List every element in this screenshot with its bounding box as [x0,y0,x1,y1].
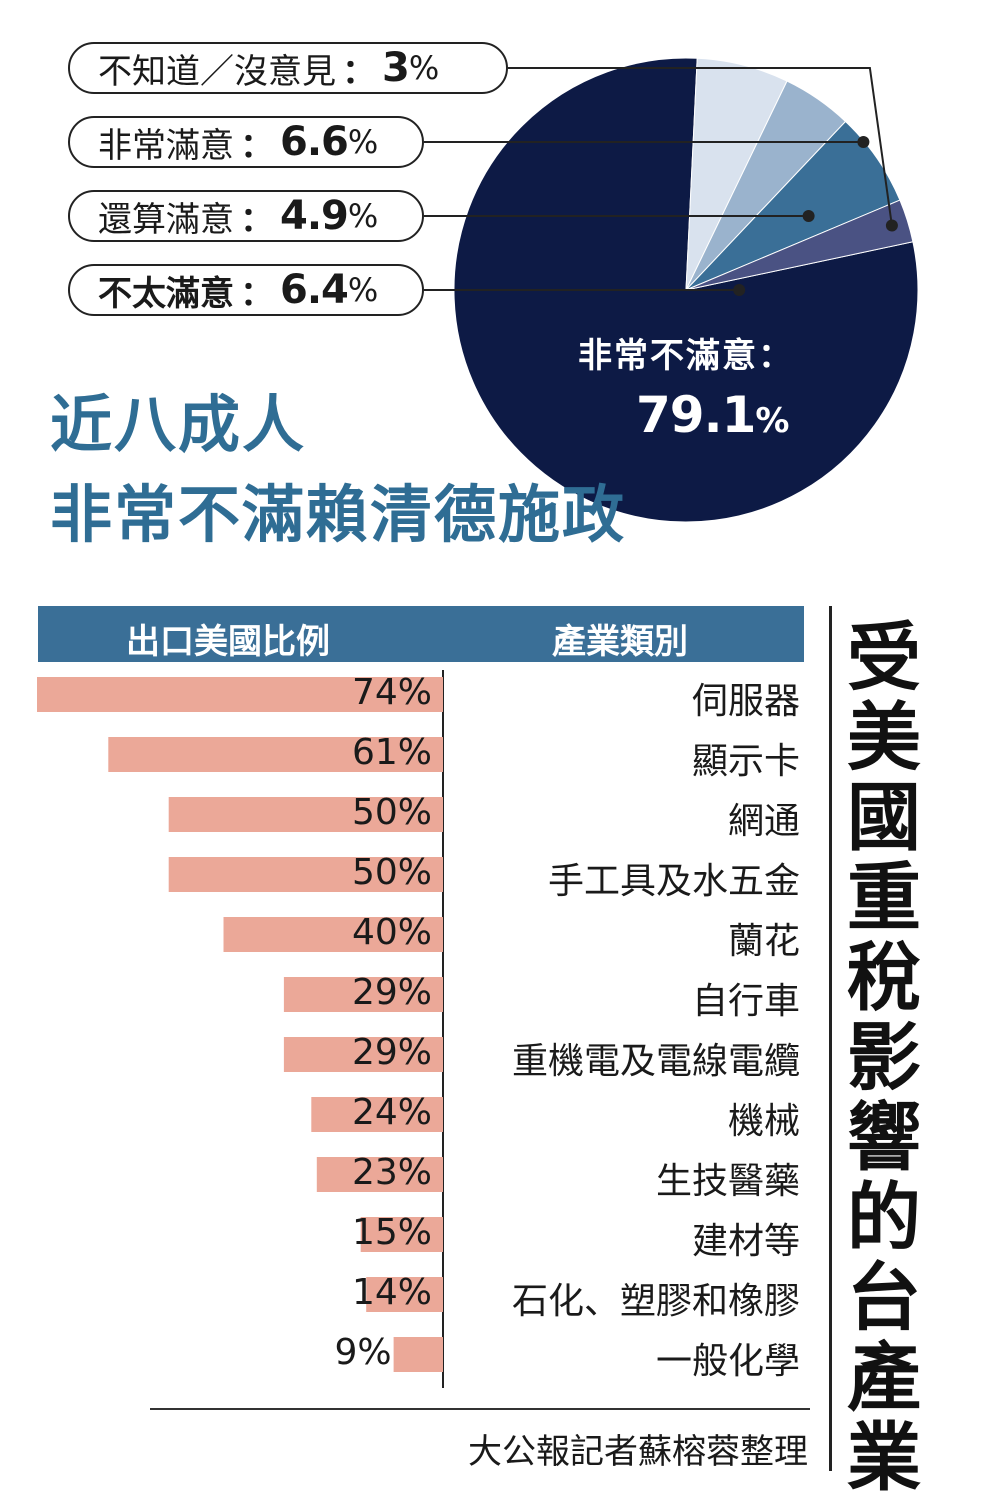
legend-percent-sign: % [408,49,440,87]
bar-value-label: 40% [351,912,432,953]
legend-label: 不太滿意 [98,273,234,314]
credit-divider [150,1408,810,1410]
legend-percent-sign: % [347,123,379,161]
bar [366,1277,443,1312]
bar-value-label: 61% [351,732,432,773]
industry-label: 手工具及水五金 [547,861,800,902]
bar [283,1037,443,1072]
industry-label: 一般化學 [655,1341,800,1382]
bar-value-label: 29% [351,1032,432,1073]
leader-dot [885,219,898,232]
bar-value-label: 9% [334,1332,392,1373]
big-slice-value: 79.1% [636,386,789,444]
legend-percent-sign: % [347,197,379,235]
industry-label: 自行車 [691,981,800,1022]
legend-colon: ： [342,51,376,92]
bar-value-label: 23% [351,1152,432,1193]
headline-line-2: 非常不滿賴清德施政 [50,478,627,551]
legend-percent-sign: % [347,271,379,309]
headline-line-1: 近八成人 [50,388,307,461]
bar-value-label: 50% [351,792,432,833]
bar-value-label: 50% [351,852,432,893]
bar [108,737,444,772]
leader-dot [857,136,870,148]
leader-dot [802,210,815,222]
legend-label: 還算滿意 [98,199,234,240]
side-title: 受美國重稅影響的台產業 [847,615,921,1501]
legend-label: 非常滿意 [98,125,234,166]
bar-value-label: 15% [351,1212,432,1253]
bar [316,1157,443,1192]
bar-value-label: 24% [351,1092,432,1133]
column-header-export-share: 出口美國比例 [126,622,330,662]
pie-slice [685,199,914,291]
legend-colon: ： [240,273,274,314]
bar [168,797,443,832]
vertical-divider [829,606,832,1471]
industry-label: 伺服器 [691,681,800,722]
credit-text: 大公報記者蘇榕蓉整理 [468,1432,808,1472]
big-slice-percent-sign: % [755,401,789,441]
bar [311,1097,443,1132]
industry-label: 建材等 [691,1221,800,1262]
legend-value: 6.6 [280,119,349,165]
bar-value-label: 74% [351,672,432,713]
leader-line [508,67,893,226]
legend-pill-unknown: 不知道／沒意見 ： 3 % [68,42,508,94]
headline: 近八成人 非常不滿賴清德施政 [50,380,626,560]
bar-value-label: 29% [351,972,432,1013]
bar [393,1337,443,1372]
industry-label: 網通 [727,801,800,842]
bar [168,857,443,892]
bar-value-label: 14% [351,1272,432,1313]
big-slice-label: 非常不滿意： [578,336,794,376]
industry-label: 重機電及電線電纜 [511,1041,800,1082]
legend-pill-not-very-satisfied: 不太滿意 ： 6.4 % [68,264,424,316]
bar [283,977,443,1012]
column-header-industry: 產業類別 [552,622,688,662]
satisfaction-pie-chart [424,57,919,523]
industry-label: 生技醫藥 [655,1161,800,1202]
industry-label: 蘭花 [727,921,800,962]
legend-pill-fairly-satisfied: 還算滿意 ： 4.9 % [68,190,424,242]
legend-label: 不知道／沒意見 [98,51,336,92]
table-header: 出口美國比例 產業類別 [38,606,804,662]
bar [360,1217,443,1252]
big-slice-number: 79.1 [636,386,756,444]
industry-label: 機械 [727,1101,800,1142]
industry-label: 顯示卡 [691,741,800,782]
bar [37,677,443,712]
legend-pill-very-satisfied: 非常滿意 ： 6.6 % [68,116,424,168]
legend-value: 6.4 [280,267,349,313]
leader-dot [733,284,746,296]
legend-colon: ： [240,125,274,166]
legend-value: 3 [382,45,410,91]
legend-value: 4.9 [280,193,349,239]
bar [223,917,443,952]
legend-colon: ： [240,199,274,240]
industry-label: 石化、塑膠和橡膠 [511,1281,800,1322]
